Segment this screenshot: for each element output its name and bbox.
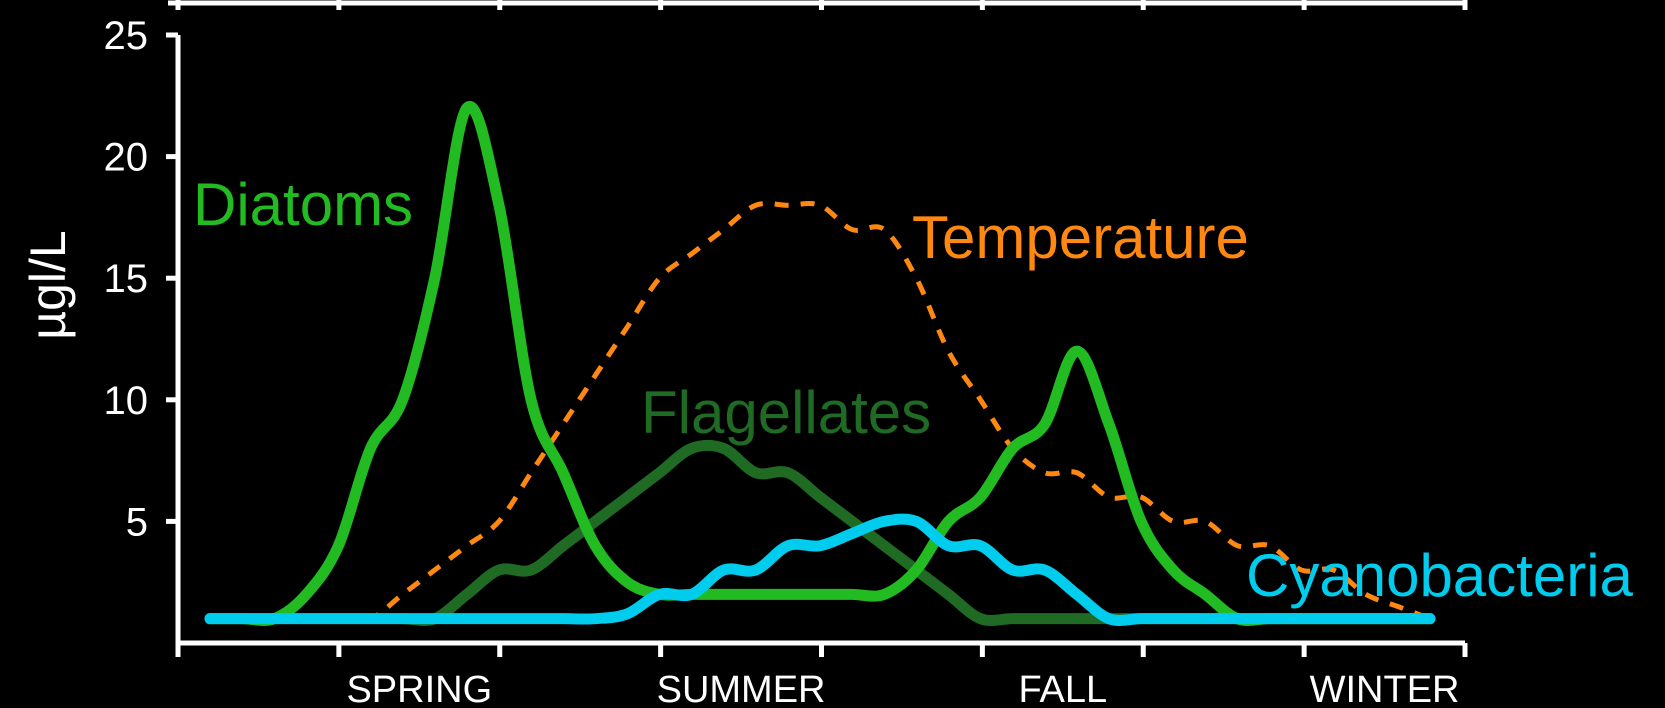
series-label-diatoms: Diatoms (193, 171, 413, 238)
y-tick-label: 5 (126, 500, 148, 544)
x-category-label: FALL (1018, 669, 1107, 708)
y-tick-label: 10 (104, 379, 149, 423)
series-layer (204, 100, 1436, 626)
x-category-label: SUMMER (657, 669, 826, 708)
labels: Diatoms Flagellates Cyanobacteria Temperatu… (193, 171, 1634, 609)
y-tick-label: 15 (104, 257, 149, 301)
y-ticks: 5 10 15 20 25 (104, 14, 178, 544)
series-label-cyanobacteria: Cyanobacteria (1246, 542, 1634, 609)
series-line-diatoms (204, 100, 1436, 626)
series-label-temperature: Temperature (912, 204, 1249, 271)
x-category-label: SPRING (346, 669, 492, 708)
y-tick-label: 20 (104, 136, 149, 180)
series-line-temperature (210, 200, 1431, 623)
series-label-flagellates: Flagellates (641, 379, 931, 446)
x-ticks: SPRING SUMMER FALL WINTER (175, 0, 1468, 708)
y-axis-label: µgl/L (20, 230, 76, 339)
x-category-label: WINTER (1310, 669, 1460, 708)
series-line-cyanobacteria (204, 513, 1436, 626)
y-tick-label: 25 (104, 14, 149, 58)
